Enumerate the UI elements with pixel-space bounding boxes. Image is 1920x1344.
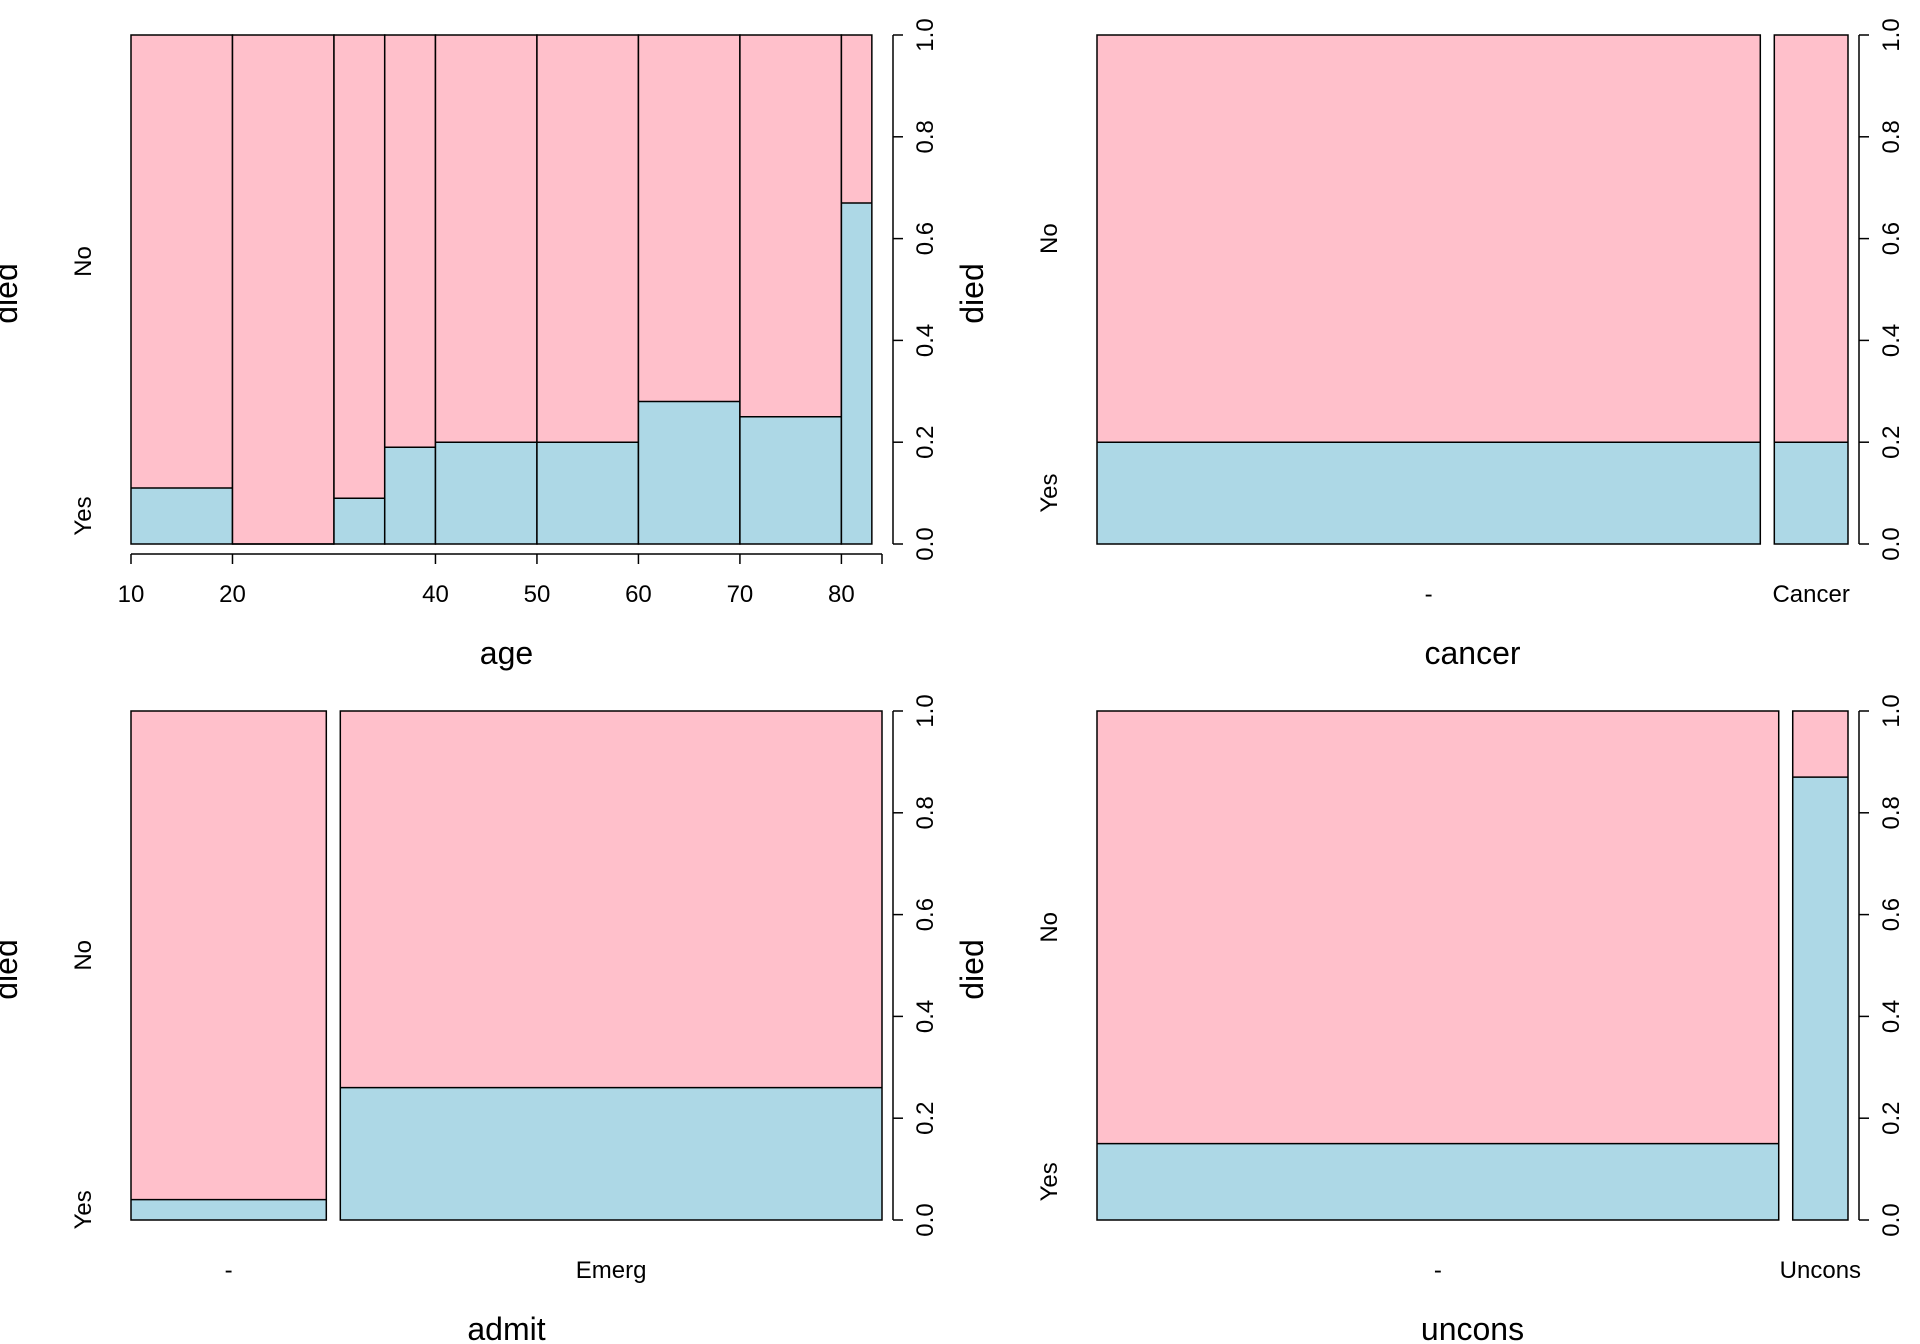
bar-no [1097,35,1761,443]
y-axis-title: died [0,263,24,324]
y-tick-label: 0.6 [912,222,939,255]
bar-yes [1792,777,1848,1220]
y-tick-label: 0.6 [912,898,939,931]
y-tick-label: 0.2 [1878,1102,1905,1135]
spineplot-cancer: - Cancer 0.0 0.2 0.4 0.6 0.8 1.0 Yes No died cancer [954,18,1905,671]
x-tick-label: 70 [727,581,754,608]
y-tick-label: 1.0 [912,694,939,727]
bar-no [536,35,639,443]
category-label: - [1425,581,1433,608]
bar-no [841,35,872,203]
y-tick-label: 0.8 [912,120,939,153]
y-tick-label: 0.6 [1878,898,1905,931]
y-tick-label: 0.2 [912,426,939,459]
bar-outline [339,710,883,1221]
level-label-yes: Yes [70,496,97,535]
category-label: - [1434,1257,1442,1284]
x-tick-label: 80 [828,581,855,608]
x-axis-title: age [480,635,533,671]
y-tick-label: 0.0 [1878,1203,1905,1236]
y-tick-label: 0.4 [912,324,939,357]
bar-yes [340,1087,882,1220]
y-axis-title: died [0,939,24,1000]
y-tick-label: 0.0 [1878,527,1905,560]
y-tick-label: 0.4 [1878,1000,1905,1033]
bar-no [232,35,334,544]
bar-yes [739,416,842,544]
bar-yes [841,202,872,544]
bar-outline [1096,34,1762,545]
bar-no [1792,711,1848,778]
y-tick-label: 0.0 [912,1203,939,1236]
bar-no [131,711,327,1200]
bar-outline [840,34,873,545]
bar-no [1097,711,1779,1144]
bar-no [131,35,233,489]
y-tick-label: 0.0 [912,527,939,560]
y-tick-label: 0.6 [1878,222,1905,255]
bar-yes [435,442,537,544]
bar-outline [130,710,328,1221]
bar-no [340,711,882,1088]
level-label-no: No [1036,223,1063,254]
bar-no [1774,35,1848,443]
level-label-yes: Yes [1036,474,1063,513]
category-label: Emerg [576,1257,647,1284]
y-tick-label: 1.0 [1878,694,1905,727]
bar-outline [1791,710,1849,1221]
y-tick-label: 0.4 [1878,324,1905,357]
bar-yes [1774,442,1848,544]
category-label: Uncons [1780,1257,1861,1284]
x-tick-label: 50 [524,581,551,608]
level-label-no: No [70,940,97,971]
y-axis-title: died [954,263,990,324]
level-label-no: No [70,246,97,277]
spineplot-age: 10 20 40 50 60 70 80 0.0 0.2 0.4 0.6 0.8 1.0 Yes No die… [0,18,939,671]
bar-yes [131,488,233,544]
y-tick-label: 0.4 [912,1000,939,1033]
bar-no [435,35,537,443]
y-tick-label: 0.8 [1878,796,1905,829]
bar-yes [1097,1143,1779,1220]
y-tick-label: 0.2 [1878,426,1905,459]
bar-yes [638,401,740,544]
spineplot-uncons: - Uncons 0.0 0.2 0.4 0.6 0.8 1.0 Yes No died uncons [954,694,1905,1344]
bar-outline [1773,34,1849,545]
y-axis-title: died [954,939,990,1000]
bar-no [384,35,436,448]
bar-no [739,35,842,417]
level-label-no: No [1036,912,1063,943]
bar-no [333,35,385,499]
y-tick-label: 1.0 [912,18,939,51]
x-tick-label: 10 [118,581,145,608]
y-tick-label: 1.0 [1878,18,1905,51]
bar-yes [1097,442,1761,544]
bar-yes [333,498,385,544]
category-label: - [225,1257,233,1284]
y-tick-label: 0.8 [912,796,939,829]
x-axis-title: uncons [1421,1311,1524,1344]
bar-outline [1096,710,1780,1221]
x-tick-label: 40 [422,581,449,608]
y-tick-label: 0.2 [912,1102,939,1135]
category-label: Cancer [1772,581,1849,608]
level-label-yes: Yes [1036,1162,1063,1201]
bar-yes [384,447,436,544]
bar-yes [131,1199,327,1220]
spineplot-admit: - Emerg 0.0 0.2 0.4 0.6 0.8 1.0 Yes No died admit [0,694,939,1344]
x-tick-label: 20 [219,581,246,608]
x-tick-label: 60 [625,581,652,608]
y-tick-label: 0.8 [1878,120,1905,153]
bar-yes [536,442,639,544]
level-label-yes: Yes [70,1190,97,1229]
bar-no [638,35,740,402]
x-axis-title: admit [467,1311,545,1344]
x-axis-title: cancer [1424,635,1520,671]
